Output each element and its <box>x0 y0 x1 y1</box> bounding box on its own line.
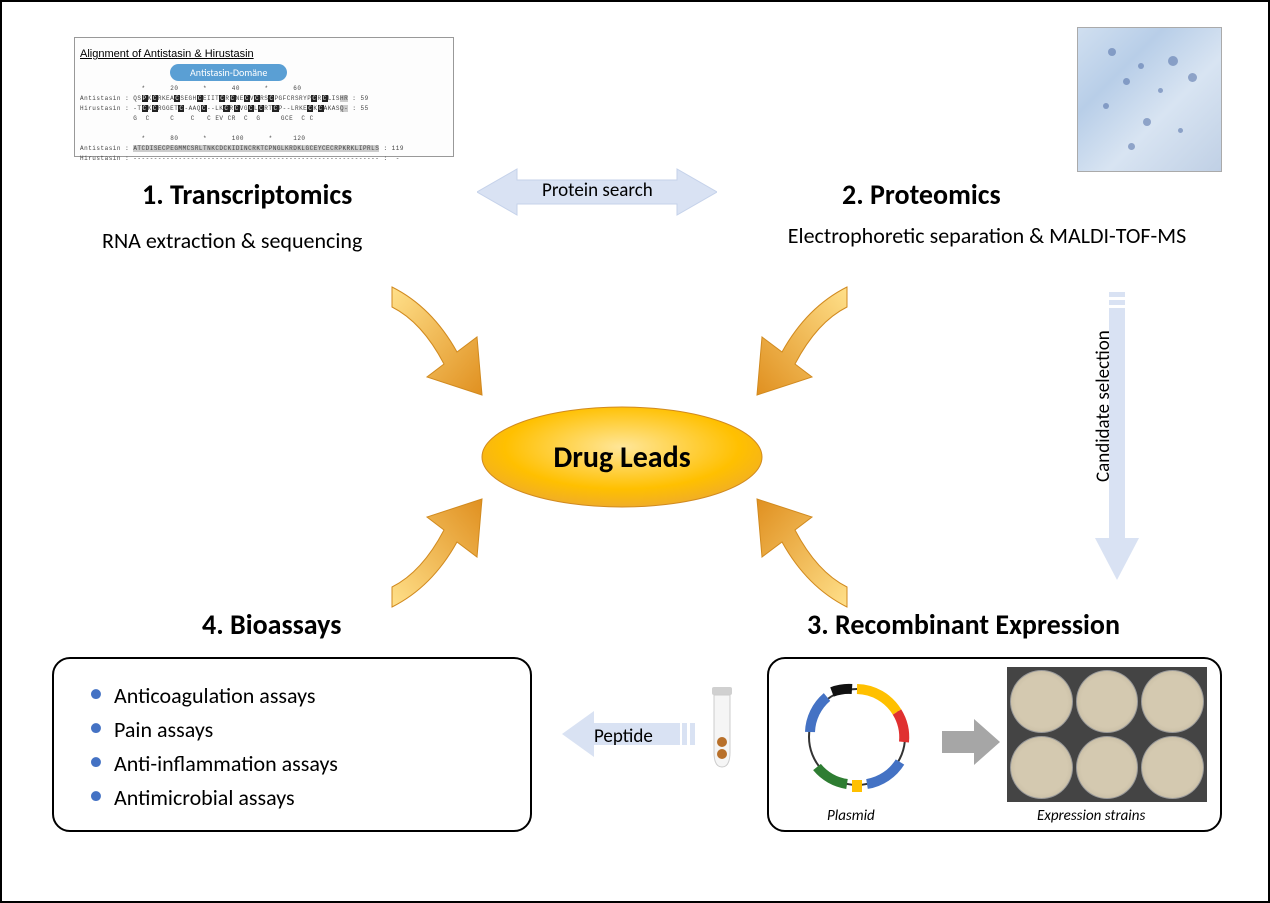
section4-title: 4. Bioassays <box>202 607 341 642</box>
plasmid-label: Plasmid <box>827 807 875 825</box>
gel-image <box>1077 27 1222 172</box>
assay-item: Antimicrobial assays <box>84 781 500 815</box>
expression-arrow <box>942 717 1002 767</box>
section4-box: Anticoagulation assays Pain assays Anti-… <box>52 657 532 832</box>
diagram-canvas: Alignment of Antistasin & Hirustasin Ant… <box>0 0 1270 903</box>
section2-title: 2. Proteomics <box>842 177 1001 212</box>
assay-item: Pain assays <box>84 713 500 747</box>
section1-subtitle: RNA extraction & sequencing <box>102 227 362 254</box>
curve-arrow-3 <box>727 487 857 617</box>
drug-leads-label: Drug Leads <box>553 439 690 476</box>
candidate-selection-label: Candidate selection <box>1092 282 1115 482</box>
assay-item: Anti-inflammation assays <box>84 747 500 781</box>
peptide-label: Peptide <box>594 725 653 748</box>
alignment-badge: Antistasin-Domäne <box>170 64 287 81</box>
curve-arrow-4 <box>382 487 512 617</box>
sequence-lines: * 20 * 40 * 60 Antistasin : QSPKCRKEACSE… <box>80 84 448 164</box>
plasmid-icon <box>792 672 922 802</box>
curve-arrow-1 <box>382 277 512 407</box>
section2-subtitle: Electrophoretic separation & MALDI-TOF-M… <box>757 222 1217 250</box>
curve-arrow-2 <box>727 277 857 407</box>
tube-icon <box>702 682 742 777</box>
assay-list: Anticoagulation assays Pain assays Anti-… <box>84 679 500 815</box>
assay-item: Anticoagulation assays <box>84 679 500 713</box>
alignment-figure: Alignment of Antistasin & Hirustasin Ant… <box>74 37 454 157</box>
protein-search-label: Protein search <box>542 179 653 202</box>
alignment-title: Alignment of Antistasin & Hirustasin <box>80 48 254 60</box>
drug-leads-ellipse: Drug Leads <box>477 402 767 512</box>
strains-label: Expression strains <box>1037 807 1145 825</box>
expression-plates <box>1007 667 1207 802</box>
section1-title: 1. Transcriptomics <box>142 177 352 212</box>
